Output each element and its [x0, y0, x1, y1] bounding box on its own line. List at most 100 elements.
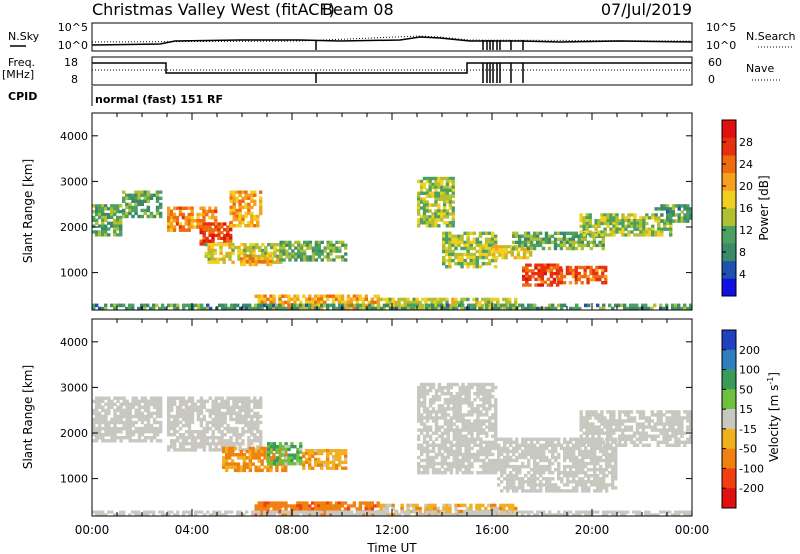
scatter-cell: [279, 249, 283, 253]
scatter-cell: [311, 451, 315, 456]
scatter-cell: [494, 404, 498, 408]
scatter-cell: [273, 260, 277, 264]
scatter-cell: [214, 423, 218, 428]
scatter-cell: [482, 471, 486, 475]
scatter-cell: [669, 230, 673, 234]
scatter-cell: [479, 458, 483, 463]
scatter-cell: [98, 510, 102, 514]
scatter-cell: [602, 446, 606, 451]
scatter-cell: [237, 245, 241, 250]
colorbar-swatch: [722, 208, 736, 226]
scatter-cell: [243, 248, 247, 253]
scatter-cell: [490, 240, 495, 245]
scatter-cell: [428, 434, 433, 438]
scatter-cell: [538, 243, 543, 248]
scatter-cell: [555, 274, 560, 279]
scatter-cell: [134, 193, 138, 197]
scatter-cell: [323, 300, 327, 305]
scatter-cell: [452, 461, 456, 466]
scatter-cell: [254, 294, 258, 298]
scatter-cell: [629, 440, 634, 444]
scatter-cell: [572, 443, 576, 447]
scatter-cell: [537, 272, 541, 276]
scatter-cell: [544, 240, 549, 245]
scatter-cell: [152, 436, 157, 440]
scatter-cell: [155, 402, 160, 406]
scatter-cell: [615, 443, 619, 447]
scatter-cell: [110, 439, 114, 443]
scatter-cell: [437, 404, 442, 408]
scatter-cell: [220, 231, 224, 235]
scatter-cell: [445, 197, 450, 201]
scatter-cell: [278, 445, 282, 449]
scatter-cell: [472, 252, 477, 257]
scatter-cell: [417, 455, 421, 460]
scatter-cell: [578, 461, 582, 466]
scatter-cell: [599, 486, 603, 490]
scatter-cell: [449, 461, 453, 466]
scatter-cell: [461, 443, 465, 447]
scatter-cell: [181, 215, 185, 220]
scatter-cell: [522, 277, 526, 281]
scatter-cell: [172, 219, 177, 223]
scatter-cell: [469, 231, 473, 235]
scatter-cell: [287, 447, 291, 452]
scatter-cell: [455, 407, 459, 411]
scatter-cell: [159, 405, 163, 409]
scatter-cell: [597, 419, 601, 423]
scatter-cell: [487, 243, 492, 248]
scatter-cell: [557, 440, 561, 444]
scatter-cell: [627, 224, 631, 228]
scatter-cell: [536, 452, 540, 457]
scatter-cell: [288, 243, 292, 247]
scatter-cell: [647, 443, 651, 447]
scatter-cell: [621, 216, 625, 220]
scatter-cell: [299, 462, 303, 466]
scatter-cell: [134, 430, 138, 434]
scatter-cell: [376, 504, 380, 508]
scatter-cell: [98, 430, 102, 434]
scatter-cell: [540, 280, 544, 284]
scatter-cell: [317, 507, 321, 511]
scatter-cell: [119, 426, 123, 431]
scatter-cell: [228, 245, 232, 250]
scatter-cell: [597, 413, 601, 417]
scatter-cell: [525, 250, 530, 254]
scatter-cell: [323, 246, 327, 250]
scatter-cell: [629, 303, 633, 308]
scatter-cell: [620, 431, 625, 435]
scatter-cell: [190, 402, 195, 406]
scatter-cell: [299, 450, 303, 454]
scatter-cell: [433, 297, 437, 302]
scatter-cell: [626, 425, 631, 429]
scatter-cell: [454, 297, 458, 302]
scatter-cell: [110, 420, 114, 425]
scatter-cell: [175, 436, 180, 440]
scatter-cell: [461, 437, 465, 441]
scatter-cell: [308, 243, 313, 247]
scatter-cell: [236, 465, 241, 469]
scatter-cell: [219, 257, 223, 261]
scatter-cell: [272, 303, 276, 308]
scatter-cell: [440, 212, 444, 216]
scatter-cell: [140, 199, 144, 203]
scatter-cell: [338, 454, 342, 459]
scatter-cell: [464, 452, 468, 457]
scatter-cell: [591, 434, 595, 438]
scatter-cell: [602, 449, 606, 454]
scatter-cell: [278, 442, 282, 446]
scatter-cell: [609, 434, 613, 438]
scatter-cell: [208, 239, 212, 243]
scatter-cell: [259, 405, 263, 409]
scatter-cell: [217, 417, 221, 422]
scatter-cell: [253, 217, 257, 222]
scatter-cell: [287, 462, 291, 466]
scatter-cell: [104, 426, 108, 431]
scatter-cell: [349, 297, 354, 302]
scatter-cell: [449, 464, 453, 469]
scatter-cell: [641, 431, 646, 435]
scatter-cell: [242, 257, 247, 261]
scatter-cell: [220, 423, 224, 428]
scatter-cell: [557, 277, 561, 282]
scatter-cell: [554, 437, 558, 441]
